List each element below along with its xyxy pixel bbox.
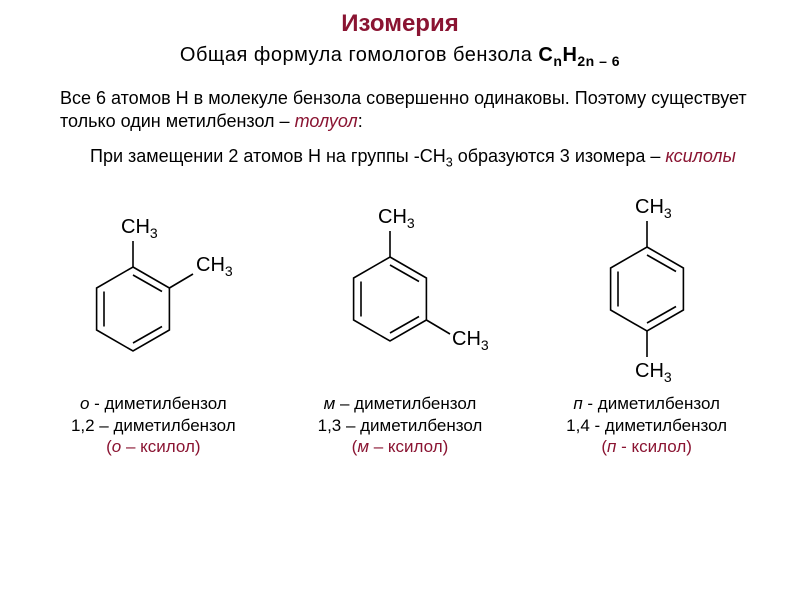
- para1-text-a: Все 6 атомов Н в молекуле бензола соверш…: [60, 88, 747, 131]
- general-formula: Общая формула гомологов бензола CnH2n – …: [0, 44, 800, 69]
- cap-line1: - диметилбензол: [583, 394, 720, 413]
- ch3-label-1: CH3: [635, 196, 672, 221]
- p-xylene-diagram: CH3 CH3: [537, 189, 757, 389]
- paragraph-2: При замещении 2 атомов Н на группы -СН3 …: [90, 144, 760, 172]
- p-xylene-caption: п - диметилбензол 1,4 - диметилбензол (п…: [566, 393, 727, 457]
- ch3-label-2: CH3: [635, 360, 672, 385]
- cap-line2: 1,4 - диметилбензол: [566, 416, 727, 435]
- para1-term: толуол: [295, 111, 358, 131]
- molecule-p-xylene: CH3 CH3 п - диметилбензол 1,4 - диметилб…: [532, 189, 762, 457]
- page-title: Изомерия: [0, 10, 800, 38]
- cap-line1: – диметилбензол: [335, 394, 476, 413]
- o-xylene-caption: о - диметилбензол 1,2 – диметилбензол (о…: [71, 393, 236, 457]
- para2-term: ксилолы: [665, 146, 735, 166]
- molecule-m-xylene: CH3 CH3 м – диметилбензол 1,3 – диметилб…: [285, 189, 515, 457]
- formula-c: C: [538, 44, 553, 66]
- cap-paren: (п - ксилол): [601, 437, 692, 456]
- ch3-label-1: CH3: [121, 216, 158, 241]
- ch3-label-1: CH3: [378, 206, 415, 231]
- m-xylene-caption: м – диметилбензол 1,3 – диметилбензол (м…: [318, 393, 483, 457]
- cap-prefix-it: п: [573, 394, 582, 413]
- cap-line1: - диметилбензол: [89, 394, 226, 413]
- molecule-row: CH3 CH3 о - диметилбензол 1,2 – диметилб…: [0, 189, 800, 457]
- ch3-label-2: CH3: [196, 254, 233, 279]
- formula-n2: 2n – 6: [577, 53, 620, 69]
- cap-paren: (о – ксилол): [106, 437, 200, 456]
- m-xylene-diagram: CH3 CH3: [290, 189, 510, 389]
- para2-text-b: образуются 3 изомера –: [453, 146, 666, 166]
- cap-prefix-it: о: [80, 394, 89, 413]
- cap-paren: (м – ксилол): [352, 437, 449, 456]
- o-xylene-diagram: CH3 CH3: [43, 189, 263, 389]
- ch3-label-2: CH3: [452, 328, 489, 353]
- para2-text-a: При замещении 2 атомов Н на группы -СН: [90, 146, 446, 166]
- cap-prefix-it: м: [324, 394, 336, 413]
- para1-text-b: :: [358, 111, 363, 131]
- para2-sub: 3: [446, 155, 453, 169]
- cap-line2: 1,2 – диметилбензол: [71, 416, 236, 435]
- paragraph-1: Все 6 атомов Н в молекуле бензола соверш…: [60, 87, 760, 134]
- molecule-o-xylene: CH3 CH3 о - диметилбензол 1,2 – диметилб…: [38, 189, 268, 457]
- formula-prefix: Общая формула гомологов бензола: [180, 44, 539, 66]
- formula-h: H: [562, 44, 577, 66]
- cap-line2: 1,3 – диметилбензол: [318, 416, 483, 435]
